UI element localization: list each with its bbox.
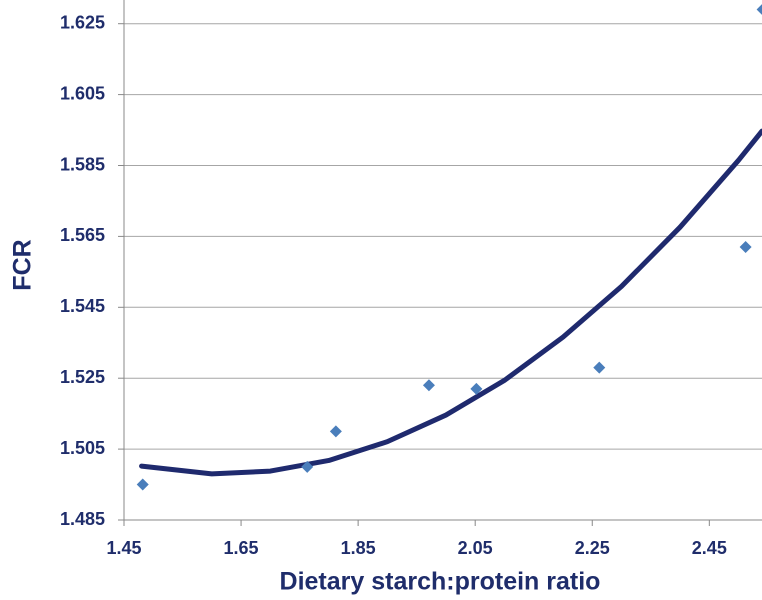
point — [422, 379, 435, 392]
y-tick-label: 1.505 — [60, 438, 105, 458]
y-tick-label: 1.545 — [60, 296, 105, 316]
x-tick-label: 1.65 — [224, 538, 259, 558]
y-tick-label: 1.605 — [60, 83, 105, 103]
point — [739, 241, 752, 254]
point — [470, 382, 483, 395]
point — [756, 4, 762, 15]
y-tick-label: 1.525 — [60, 367, 105, 387]
x-axis-title: Dietary starch:protein ratio — [280, 568, 601, 596]
x-tick-label: 2.25 — [575, 538, 610, 558]
point — [593, 361, 606, 374]
point — [329, 425, 342, 438]
y-tick-label: 1.625 — [60, 12, 105, 32]
y-tick-label: 1.585 — [60, 154, 105, 174]
point — [136, 478, 149, 491]
trend-line — [139, 128, 762, 477]
y-tick-label: 1.565 — [60, 225, 105, 245]
x-tick-label: 1.85 — [341, 538, 376, 558]
point — [301, 460, 314, 473]
x-tick-label: 2.45 — [692, 538, 727, 558]
x-tick-label: 2.05 — [458, 538, 493, 558]
x-tick-label: 1.45 — [106, 538, 141, 558]
y-tick-label: 1.485 — [60, 509, 105, 529]
y-axis-title: FCR — [9, 239, 37, 290]
